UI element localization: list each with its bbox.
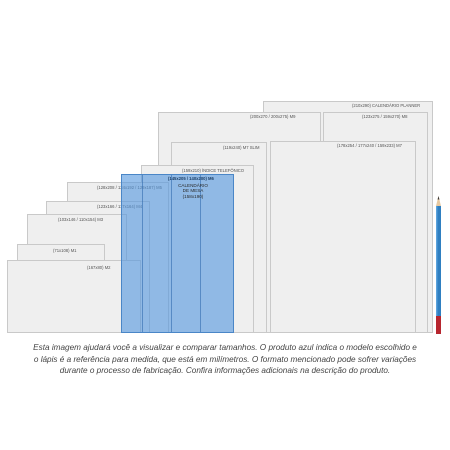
label-m9: (200x270 / 200x275) M9 xyxy=(250,114,296,119)
label-m6: (145x205 / 140x200) M6 xyxy=(168,176,214,181)
selected-product-m6 xyxy=(121,174,234,333)
label-calendario-line-3: (158x190) xyxy=(182,193,204,199)
selected-product-edge xyxy=(142,175,143,332)
label-m2: (167x80) M2 xyxy=(87,265,111,270)
selected-product-edge xyxy=(171,175,172,332)
label-indice-telefonico: (159x210) ÍNDICE TELEFÔNICO xyxy=(182,168,245,173)
label-m4: (123x166 / 117x164) M4 xyxy=(97,204,143,209)
caption-line-1: Esta imagem ajudará você a visualizar e … xyxy=(33,343,417,352)
label-calendario-line-1: CALENDÁRIO xyxy=(178,183,208,188)
label-m1: (71x108) M1 xyxy=(53,248,77,253)
label-m7-slim: (119x240) M7 SLIM xyxy=(223,145,260,150)
label-m3: (103x146 / 110x154) M3 xyxy=(58,217,104,222)
card-m7 xyxy=(270,141,416,333)
label-m7: (178x254 / 177x240 / 159x233) M7 xyxy=(337,143,402,148)
caption-line-2: o lápis é a referência para medida, que … xyxy=(33,354,417,364)
label-m8: (123x275 / 159x270) M8 xyxy=(362,114,408,119)
caption-line-3: durante o processo de fabricação. Confir… xyxy=(59,366,391,375)
card-m2 xyxy=(7,260,141,333)
label-calendario-line-2: DE MESA xyxy=(182,188,204,194)
label-calendario-de-mesa: CALENDÁRIO DE MESA (158x190) xyxy=(172,183,214,199)
pencil-icon xyxy=(436,196,441,334)
size-comparison-diagram: (210x290) CALENDÁRIO PLANNER (200x270 / … xyxy=(7,101,433,333)
selected-product-edge xyxy=(200,175,201,332)
caption: Esta imagem ajudará você a visualizar e … xyxy=(18,342,432,377)
label-planner: (210x290) CALENDÁRIO PLANNER xyxy=(352,103,421,108)
